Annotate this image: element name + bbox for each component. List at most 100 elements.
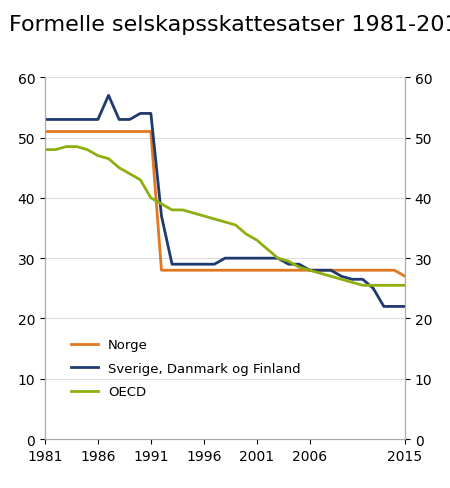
OECD: [138, 178, 143, 183]
OECD: [265, 247, 270, 253]
OECD: [381, 283, 387, 289]
Norge: [190, 268, 196, 274]
Norge: [265, 268, 270, 274]
Norge: [297, 268, 302, 274]
Sverige, Danmark og Finland: [95, 117, 101, 123]
Sverige, Danmark og Finland: [212, 262, 217, 267]
OECD: [339, 277, 344, 283]
Norge: [148, 129, 153, 135]
Norge: [106, 129, 111, 135]
Sverige, Danmark og Finland: [190, 262, 196, 267]
OECD: [222, 220, 228, 225]
OECD: [286, 259, 291, 264]
Sverige, Danmark og Finland: [286, 262, 291, 267]
Sverige, Danmark og Finland: [233, 256, 238, 262]
OECD: [180, 207, 185, 213]
OECD: [297, 264, 302, 270]
Norge: [402, 274, 408, 280]
Norge: [169, 268, 175, 274]
Sverige, Danmark og Finland: [392, 304, 397, 310]
OECD: [117, 165, 122, 171]
Norge: [254, 268, 260, 274]
OECD: [328, 274, 333, 280]
OECD: [360, 283, 365, 289]
Sverige, Danmark og Finland: [148, 111, 153, 117]
Sverige, Danmark og Finland: [42, 117, 48, 123]
Sverige, Danmark og Finland: [63, 117, 69, 123]
OECD: [370, 283, 376, 289]
Sverige, Danmark og Finland: [339, 274, 344, 280]
Sverige, Danmark og Finland: [222, 256, 228, 262]
Sverige, Danmark og Finland: [360, 277, 365, 283]
OECD: [243, 232, 249, 238]
Norge: [85, 129, 90, 135]
OECD: [392, 283, 397, 289]
Sverige, Danmark og Finland: [106, 93, 111, 99]
Sverige, Danmark og Finland: [85, 117, 90, 123]
Norge: [381, 268, 387, 274]
Sverige, Danmark og Finland: [127, 117, 132, 123]
Norge: [233, 268, 238, 274]
OECD: [159, 202, 164, 207]
OECD: [190, 211, 196, 217]
Norge: [286, 268, 291, 274]
Norge: [74, 129, 80, 135]
Text: Formelle selskapsskattesatser 1981-2015: Formelle selskapsskattesatser 1981-2015: [9, 15, 450, 35]
Norge: [222, 268, 228, 274]
OECD: [254, 238, 260, 244]
Norge: [117, 129, 122, 135]
Sverige, Danmark og Finland: [159, 214, 164, 220]
Norge: [95, 129, 101, 135]
OECD: [95, 153, 101, 159]
Sverige, Danmark og Finland: [117, 117, 122, 123]
OECD: [307, 268, 312, 274]
Sverige, Danmark og Finland: [169, 262, 175, 267]
OECD: [74, 144, 80, 150]
Norge: [138, 129, 143, 135]
OECD: [63, 144, 69, 150]
Sverige, Danmark og Finland: [243, 256, 249, 262]
Sverige, Danmark og Finland: [381, 304, 387, 310]
Norge: [318, 268, 323, 274]
Norge: [201, 268, 207, 274]
Sverige, Danmark og Finland: [349, 277, 355, 283]
OECD: [85, 147, 90, 153]
Line: Sverige, Danmark og Finland: Sverige, Danmark og Finland: [45, 96, 405, 307]
Sverige, Danmark og Finland: [201, 262, 207, 267]
Norge: [127, 129, 132, 135]
Norge: [212, 268, 217, 274]
Sverige, Danmark og Finland: [297, 262, 302, 267]
Norge: [180, 268, 185, 274]
OECD: [275, 256, 281, 262]
Line: Norge: Norge: [45, 132, 405, 277]
Norge: [243, 268, 249, 274]
OECD: [169, 207, 175, 213]
OECD: [201, 214, 207, 220]
OECD: [42, 147, 48, 153]
Line: OECD: OECD: [45, 147, 405, 286]
OECD: [53, 147, 58, 153]
Sverige, Danmark og Finland: [402, 304, 408, 310]
Norge: [42, 129, 48, 135]
OECD: [402, 283, 408, 289]
Norge: [392, 268, 397, 274]
Norge: [53, 129, 58, 135]
OECD: [349, 280, 355, 285]
Sverige, Danmark og Finland: [370, 286, 376, 292]
Sverige, Danmark og Finland: [328, 268, 333, 274]
Sverige, Danmark og Finland: [275, 256, 281, 262]
Norge: [159, 268, 164, 274]
Sverige, Danmark og Finland: [254, 256, 260, 262]
Norge: [307, 268, 312, 274]
OECD: [233, 223, 238, 228]
Norge: [275, 268, 281, 274]
OECD: [212, 217, 217, 223]
Legend: Norge, Sverige, Danmark og Finland, OECD: Norge, Sverige, Danmark og Finland, OECD: [66, 333, 306, 404]
OECD: [148, 196, 153, 202]
Norge: [63, 129, 69, 135]
OECD: [127, 171, 132, 177]
Norge: [328, 268, 333, 274]
Sverige, Danmark og Finland: [318, 268, 323, 274]
Norge: [349, 268, 355, 274]
Sverige, Danmark og Finland: [265, 256, 270, 262]
